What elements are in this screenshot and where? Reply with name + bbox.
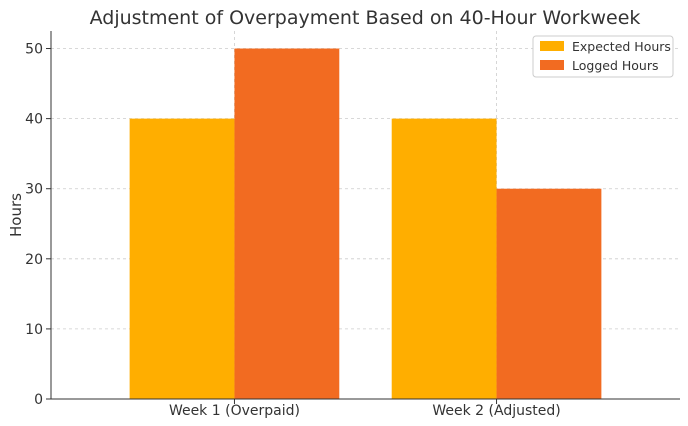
y-tick-label: 50	[25, 42, 43, 58]
y-axis-label: Hours	[7, 193, 25, 237]
x-tick-label: Week 2 (Adjusted)	[432, 403, 560, 419]
legend-box	[532, 35, 674, 78]
legend-label: Expected Hours	[572, 39, 671, 54]
bar-expected-hours-2	[391, 118, 497, 399]
y-ticks: 0 10 20 30 40 50	[25, 42, 51, 408]
y-tick-label: 30	[25, 182, 43, 198]
bar-logged-hours-2	[496, 188, 602, 399]
y-tick-label: 0	[34, 392, 43, 408]
x-tick-label: Week 1 (Overpaid)	[169, 403, 300, 419]
x-ticks: Week 1 (Overpaid) Week 2 (Adjusted)	[169, 399, 561, 419]
legend-swatch	[540, 41, 564, 51]
chart-title: Adjustment of Overpayment Based on 40-Ho…	[90, 7, 641, 29]
bars	[129, 48, 602, 400]
bar-logged-hours-1	[234, 48, 340, 400]
y-tick-label: 40	[25, 112, 43, 128]
y-tick-label: 10	[25, 322, 43, 338]
y-tick-label: 20	[25, 252, 43, 268]
legend-swatch	[540, 60, 564, 70]
bar-expected-hours-1	[129, 118, 235, 399]
legend-label: Logged Hours	[572, 58, 658, 73]
legend: Expected Hours Logged Hours	[532, 35, 674, 78]
axes	[50, 31, 680, 400]
